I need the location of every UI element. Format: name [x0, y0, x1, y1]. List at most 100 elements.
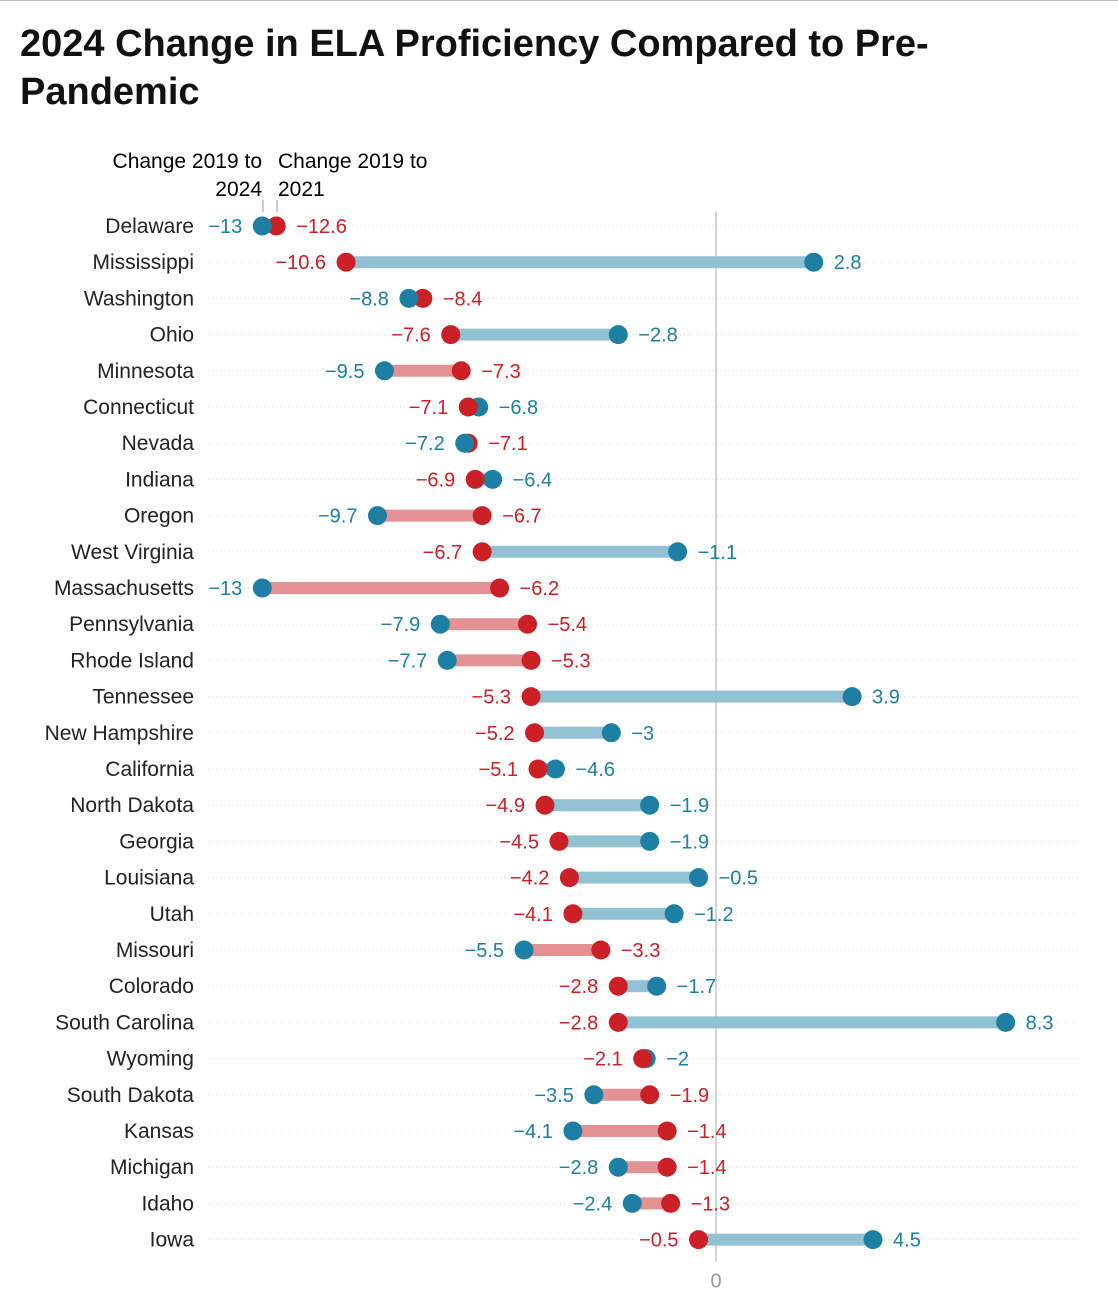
dot-2024 [842, 687, 862, 707]
top-border [0, 0, 1118, 1]
dot-2024 [374, 361, 394, 381]
value-label-2021: −5.3 [551, 650, 590, 672]
dot-2021 [591, 940, 611, 960]
value-label-2024: −0.5 [719, 868, 758, 890]
chart-title: 2024 Change in ELA Proficiency Compared … [20, 23, 929, 113]
dumbbell-row: Mississippi 2.8 −10.6 [92, 251, 861, 274]
dumbbell-row: California −4.6 −5.1 [105, 758, 615, 781]
value-label-2021: −10.6 [275, 252, 326, 274]
dot-2021 [608, 976, 628, 996]
value-label-2021: −6.7 [502, 506, 541, 528]
dumbbell-row: Colorado −1.7 −2.8 [109, 975, 716, 998]
dumbbell-row: Massachusetts −13 −6.2 [54, 577, 559, 600]
value-label-2024: −8.8 [349, 288, 388, 310]
value-label-2024: −2.8 [559, 1157, 598, 1179]
dumbbell-row: Georgia −1.9 −4.5 [119, 830, 709, 853]
dot-2024 [514, 940, 534, 960]
dumbbell-row: Kansas −4.1 −1.4 [124, 1120, 727, 1143]
dot-2021 [458, 397, 478, 417]
value-label-2024: −1.2 [694, 904, 733, 926]
value-label-2024: −5.5 [465, 940, 504, 962]
state-label: Wyoming [107, 1048, 194, 1071]
dumbbell-row: Pennsylvania −7.9 −5.4 [69, 613, 587, 636]
dot-2024 [545, 759, 565, 779]
dot-2021 [336, 252, 356, 272]
dot-2024 [863, 1230, 883, 1250]
dot-2024 [455, 433, 475, 453]
dumbbell-row: New Hampshire −3 −5.2 [45, 722, 655, 745]
dumbbell-row: Minnesota −9.5 −7.3 [97, 360, 521, 383]
dot-2021 [528, 759, 548, 779]
dot-2024 [689, 868, 709, 888]
value-label-2021: −4.9 [486, 795, 525, 817]
value-label-2024: −3 [631, 723, 654, 745]
value-label-2021: −4.1 [513, 904, 552, 926]
dot-2024 [601, 723, 621, 743]
state-label: Delaware [105, 215, 194, 238]
dot-2024 [668, 542, 688, 562]
value-label-2021: −2.8 [559, 976, 598, 998]
dot-2024 [647, 976, 667, 996]
dumbbell-row: South Dakota −3.5 −1.9 [67, 1084, 709, 1107]
dot-2021 [518, 614, 538, 634]
value-label-2021: −1.4 [687, 1157, 726, 1179]
value-label-2021: −1.9 [670, 1085, 709, 1107]
state-label: Connecticut [83, 396, 194, 419]
dot-2024 [563, 1121, 583, 1141]
value-label-2024: −2.8 [638, 325, 677, 347]
state-label: Michigan [110, 1156, 194, 1179]
dumbbell-row: Connecticut −6.8 −7.1 [83, 396, 538, 419]
state-label: Pennsylvania [69, 613, 194, 636]
dot-2021 [266, 216, 286, 236]
state-label: Kansas [124, 1120, 194, 1143]
dot-2021 [563, 904, 583, 924]
state-label: Nevada [122, 432, 195, 455]
value-label-2024: −2 [666, 1049, 689, 1071]
dot-2024 [399, 288, 419, 308]
value-label-2024: −13 [208, 216, 242, 238]
value-label-2021: −6.2 [520, 578, 559, 600]
value-label-2024: −3.5 [534, 1085, 573, 1107]
state-label: Minnesota [97, 360, 194, 383]
dot-2024 [483, 469, 503, 489]
state-label: South Carolina [55, 1011, 194, 1034]
dot-2024 [640, 831, 660, 851]
dumbbell-row: Iowa 4.5 −0.5 [150, 1229, 921, 1252]
value-label-2024: 2.8 [834, 252, 862, 274]
dumbbell-row: Delaware −13 −12.6 [105, 215, 347, 238]
value-label-2024: −9.7 [318, 506, 357, 528]
value-label-2021: −5.3 [472, 687, 511, 709]
state-label: West Virginia [71, 541, 194, 564]
value-label-2021: −8.4 [443, 288, 482, 310]
dot-2021 [535, 795, 555, 815]
legend: Change 2019 to 2024 Change 2019 to 2021 [113, 150, 427, 212]
state-label: Idaho [141, 1192, 194, 1215]
dot-2024 [252, 216, 272, 236]
state-label: Louisiana [104, 867, 194, 890]
legend-2021-line1: Change 2019 to [278, 150, 427, 173]
dumbbell-row: Wyoming −2 −2.1 [107, 1048, 689, 1071]
value-label-2021: −6.7 [423, 542, 462, 564]
dot-2024 [664, 904, 684, 924]
state-label: Indiana [125, 468, 194, 491]
dot-2021 [661, 1193, 681, 1213]
dot-2024 [804, 252, 824, 272]
value-label-2021: −7.3 [481, 361, 520, 383]
value-label-2024: 4.5 [893, 1230, 921, 1252]
dot-2024 [430, 614, 450, 634]
value-label-2021: −6.9 [416, 469, 455, 491]
dumbbell-row: Indiana −6.4 −6.9 [125, 468, 552, 491]
value-label-2024: −9.5 [325, 361, 364, 383]
dumbbell-row: Oregon −9.7 −6.7 [124, 505, 542, 528]
data-rows: Delaware −13 −12.6 Mississippi 2.8 −10.6 Washi… [45, 215, 1054, 1252]
legend-2024-line2: 2024 [215, 178, 262, 201]
value-label-2024: −1.7 [677, 976, 716, 998]
dumbbell-row: North Dakota −1.9 −4.9 [70, 794, 709, 817]
value-label-2021: −12.6 [296, 216, 347, 238]
state-label: Missouri [116, 939, 194, 962]
value-label-2024: −13 [208, 578, 242, 600]
state-label: North Dakota [70, 794, 194, 817]
dot-2021 [441, 325, 461, 345]
dumbbell-chart: Change 2019 to 2024 Change 2019 to 2021 … [45, 150, 1078, 1293]
dumbbell-row: Missouri −5.5 −3.3 [116, 939, 661, 962]
